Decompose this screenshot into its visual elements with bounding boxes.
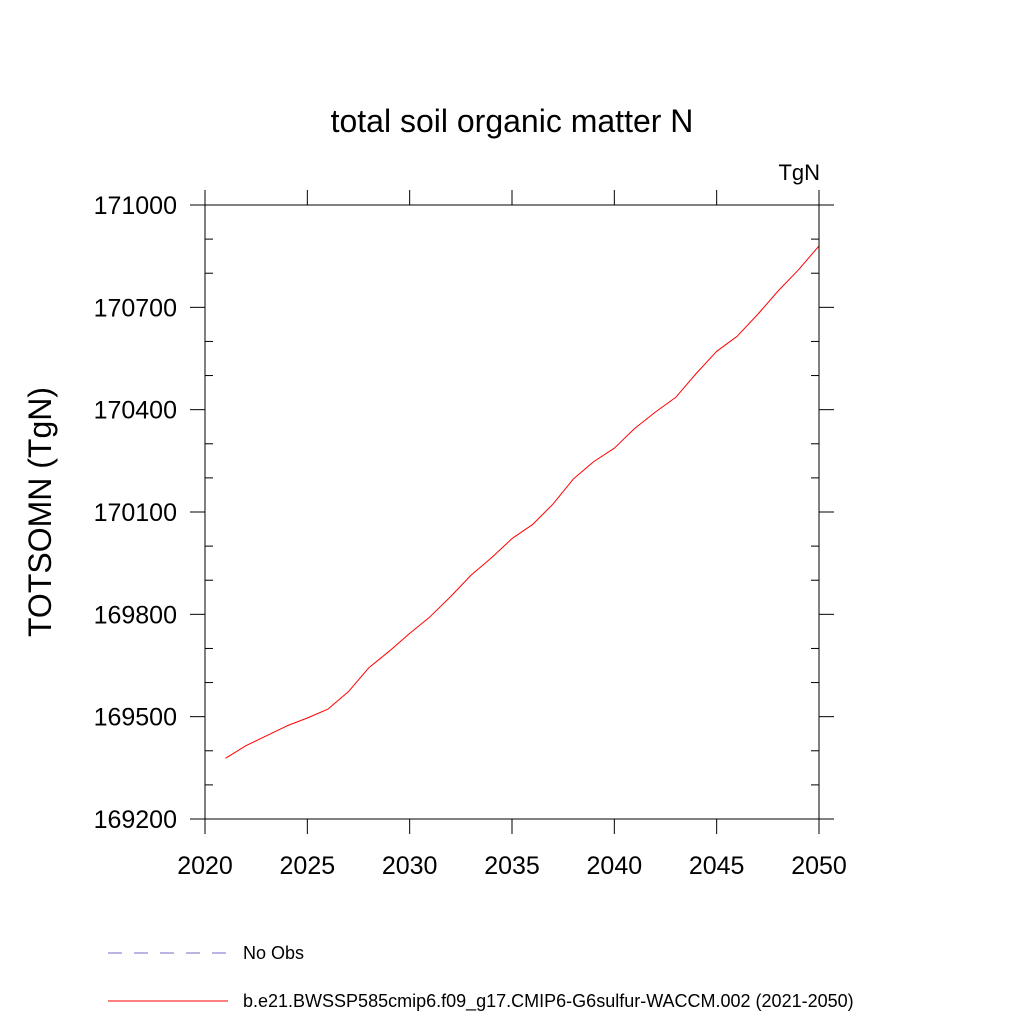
x-tick-label: 2035 bbox=[484, 852, 540, 880]
chart-title: total soil organic matter N bbox=[331, 103, 694, 139]
legend-label-model-run: b.e21.BWSSP585cmip6.f09_g17.CMIP6-G6sulf… bbox=[243, 991, 854, 1012]
x-tick-label: 2045 bbox=[689, 852, 745, 880]
x-tick-label: 2020 bbox=[177, 852, 233, 880]
y-tick-label: 169200 bbox=[94, 806, 177, 834]
y-tick-label: 171000 bbox=[94, 192, 177, 220]
y-tick-label: 169800 bbox=[94, 601, 177, 629]
x-tick-label: 2025 bbox=[280, 852, 336, 880]
axis-ticks bbox=[190, 190, 834, 834]
series-lines bbox=[225, 245, 820, 759]
y-axis-label: TOTSOMN (TgN) bbox=[22, 387, 58, 637]
legend-label-no-obs: No Obs bbox=[243, 943, 304, 963]
y-tick-label: 169500 bbox=[94, 704, 177, 732]
units-label: TgN bbox=[778, 160, 820, 185]
y-tick-label: 170100 bbox=[94, 499, 177, 527]
series-line-0 bbox=[225, 245, 820, 759]
y-tick-label: 170700 bbox=[94, 294, 177, 322]
x-tick-label: 2050 bbox=[791, 852, 847, 880]
axis-tick-labels: 2020 2025 2030 2035 2040 2045 2050 169200 169500… bbox=[94, 192, 847, 880]
x-tick-label: 2030 bbox=[382, 852, 438, 880]
plot-frame bbox=[204, 204, 820, 820]
y-tick-label: 170400 bbox=[94, 397, 177, 425]
legend: No Obs b.e21.BWSSP585cmip6.f09_g17.CMIP6… bbox=[108, 943, 854, 1012]
x-tick-label: 2040 bbox=[587, 852, 643, 880]
